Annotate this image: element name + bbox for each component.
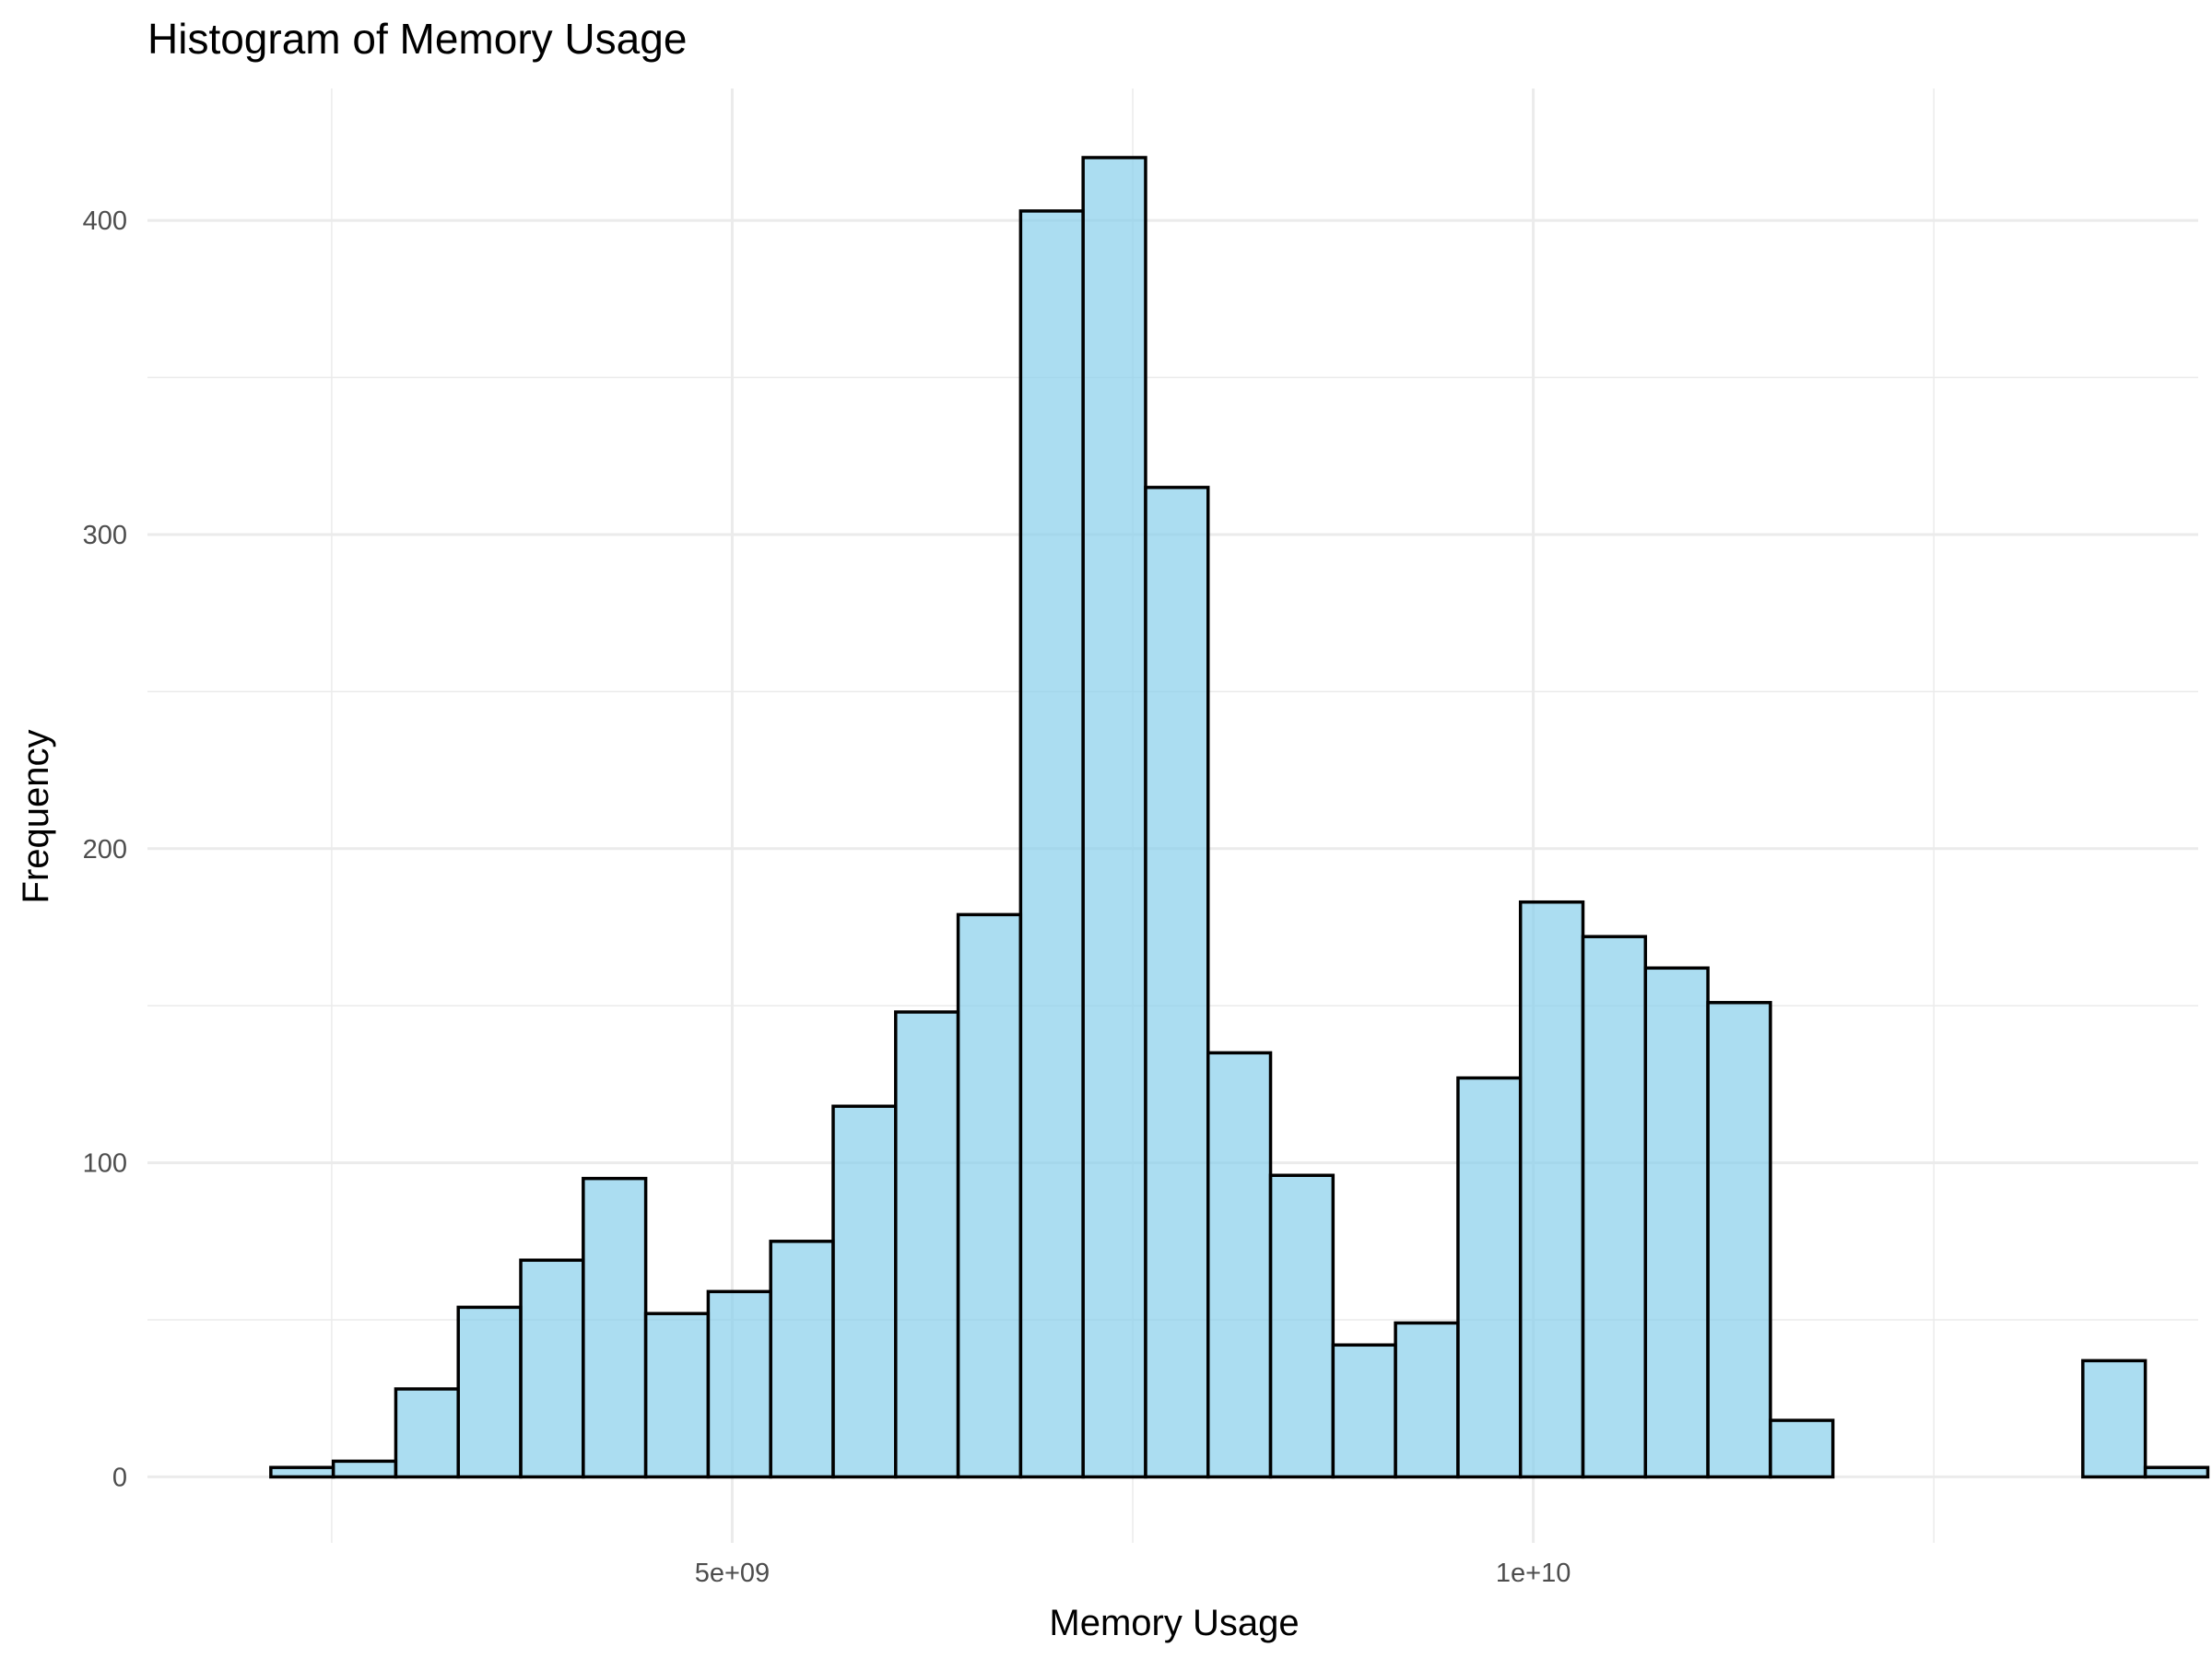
histogram-bar: 18 — [1769, 1418, 1835, 1479]
histogram-bar: 95 — [582, 1176, 648, 1479]
histogram-bar: 49 — [1394, 1321, 1460, 1479]
histogram-bar: 135 — [1206, 1051, 1273, 1479]
y-axis-tick-labels: 0 100 200 300 400 — [83, 206, 127, 1492]
y-tick-label: 400 — [83, 206, 127, 236]
histogram-bar: 42 — [1331, 1343, 1397, 1479]
y-axis-title: Frequency — [16, 730, 56, 904]
x-axis-tick-labels: 5e+09 1e+10 — [695, 1559, 1571, 1588]
x-tick-label: 5e+09 — [695, 1559, 770, 1588]
histogram-bar: 315 — [1144, 486, 1210, 1479]
histogram-bar: 28 — [394, 1387, 460, 1479]
x-tick-label: 1e+10 — [1496, 1559, 1571, 1588]
histogram-bar: 5 — [331, 1459, 398, 1479]
histogram-bar: 3 — [269, 1465, 335, 1479]
histogram-bar: 151 — [1706, 1001, 1772, 1479]
y-tick-label: 100 — [83, 1149, 127, 1179]
chart-title: Histogram of Memory Usage — [147, 15, 687, 63]
histogram-bar: 127 — [1456, 1076, 1523, 1479]
histogram-bar: 52 — [643, 1312, 711, 1479]
histogram-bar: 3 — [2143, 1465, 2210, 1479]
histogram-bar: 118 — [831, 1104, 898, 1479]
histogram-bars: 3528546995525975118148179403420315135964… — [269, 156, 2210, 1479]
histogram-bar: 179 — [956, 912, 1023, 1479]
y-tick-label: 300 — [83, 521, 127, 550]
histogram-bar: 96 — [1268, 1173, 1335, 1479]
histogram-bar: 148 — [894, 1010, 960, 1479]
y-tick-label: 200 — [83, 835, 127, 865]
histogram-bar: 75 — [769, 1240, 835, 1479]
histogram-bar: 69 — [519, 1258, 585, 1479]
x-axis-title: Memory Usage — [1049, 1603, 1299, 1643]
histogram-bar: 420 — [1081, 156, 1147, 1479]
histogram-bar: 54 — [456, 1305, 523, 1479]
histogram-bar: 37 — [2081, 1359, 2147, 1479]
histogram-bar: 59 — [706, 1289, 772, 1479]
histogram-bar: 403 — [1018, 209, 1085, 1479]
y-tick-label: 0 — [112, 1463, 127, 1492]
histogram-bar: 172 — [1581, 935, 1648, 1479]
histogram-bar: 162 — [1643, 966, 1710, 1479]
histogram-bar: 183 — [1518, 900, 1585, 1479]
